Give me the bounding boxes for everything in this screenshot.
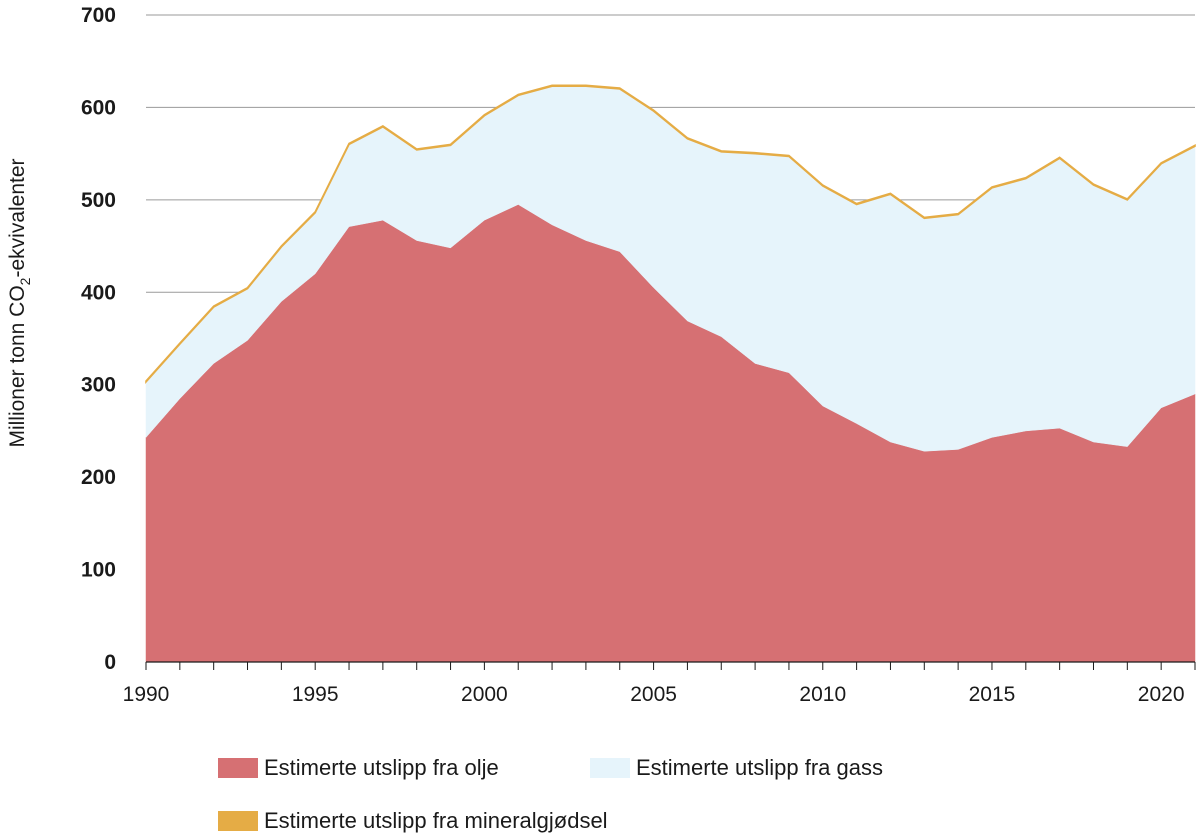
x-tick-label-1995: 1995 <box>292 683 339 706</box>
y-tick-label-700: 700 <box>81 4 116 27</box>
y-tick-label-500: 500 <box>81 189 116 212</box>
y-tick-label-0: 0 <box>104 651 116 674</box>
y-tick-label-600: 600 <box>81 96 116 119</box>
x-tick-label-2005: 2005 <box>630 683 677 706</box>
axes: 0 100 200 300 400 500 600 700 1990 1995 2000 2005 20… <box>81 4 1196 706</box>
y-tick-label-300: 300 <box>81 374 116 397</box>
y-tick-label-100: 100 <box>81 559 116 582</box>
x-tick-label-1990: 1990 <box>123 683 170 706</box>
area-series-2 <box>145 84 1196 385</box>
y-tick-label-200: 200 <box>81 466 116 489</box>
x-tick-label-2020: 2020 <box>1138 683 1185 706</box>
x-tick-label-2015: 2015 <box>969 683 1016 706</box>
y-tick-label-400: 400 <box>81 281 116 304</box>
x-tick-label-2000: 2000 <box>461 683 508 706</box>
y-axis-label: Millioner tonn CO2-ekvivalenter <box>6 158 33 447</box>
x-tick-label-2010: 2010 <box>799 683 846 706</box>
stacked-areas <box>145 84 1196 663</box>
